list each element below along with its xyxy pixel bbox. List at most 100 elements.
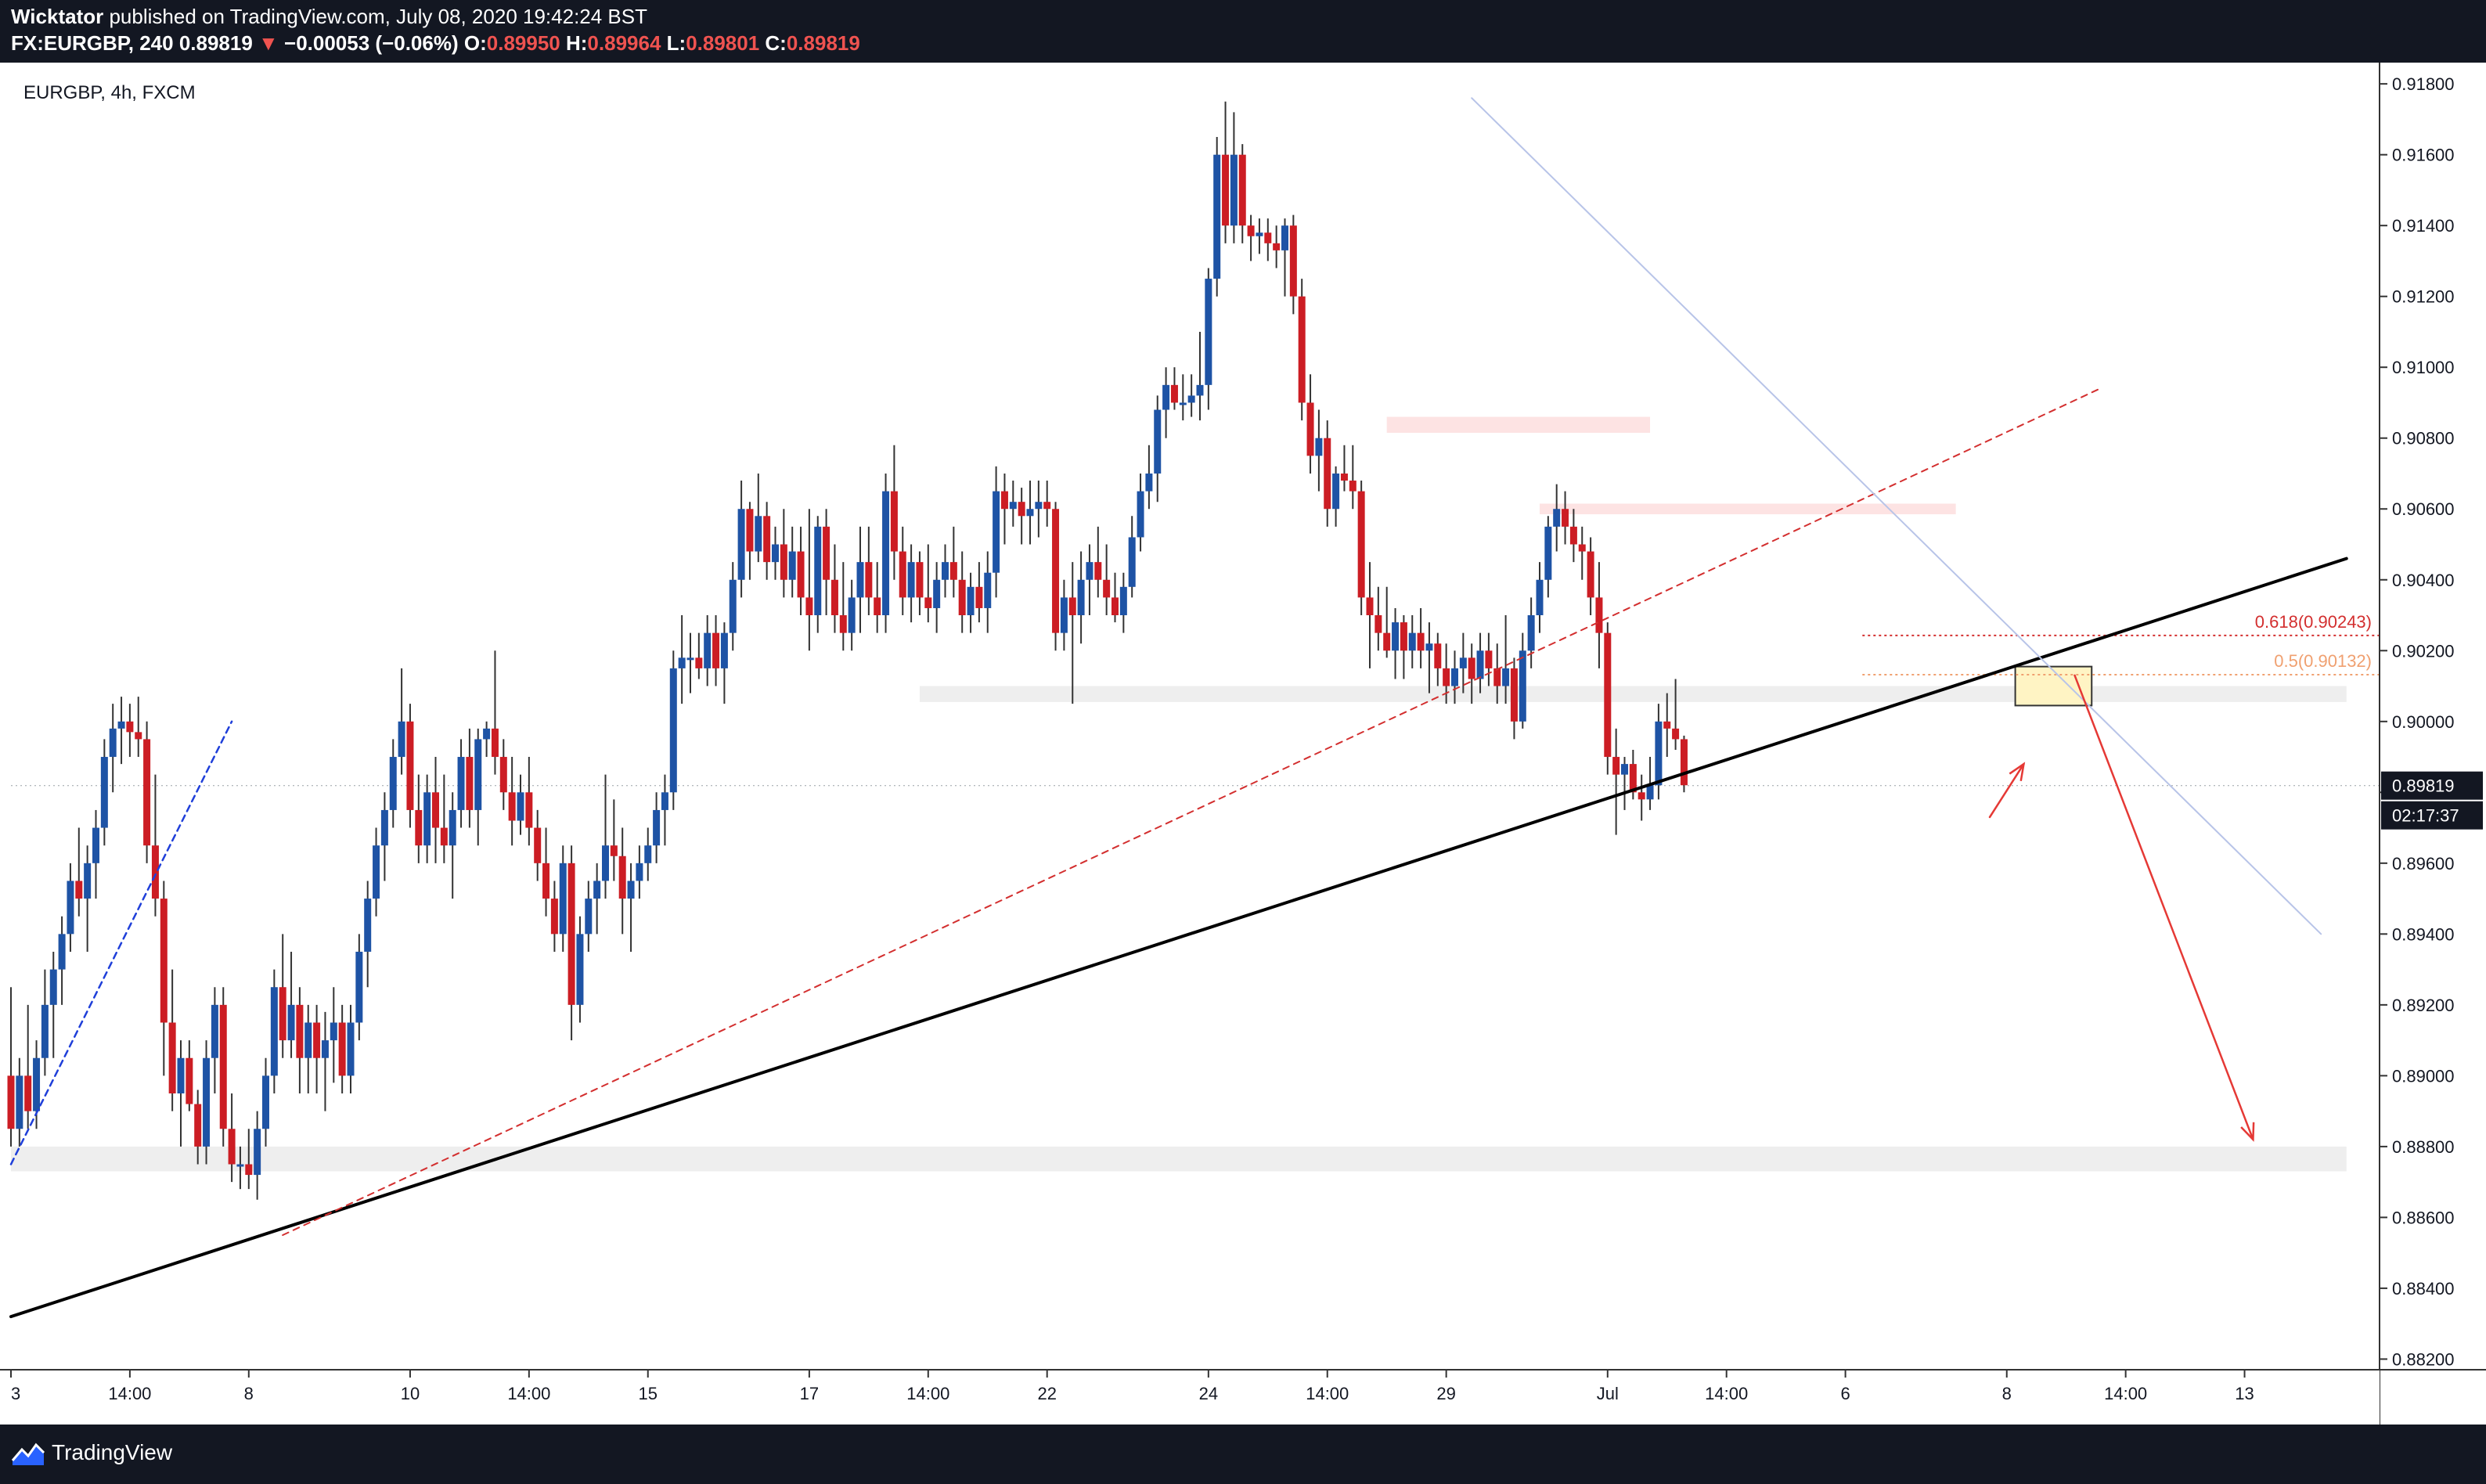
- candle-down: [916, 562, 924, 598]
- sr-zone: [1386, 416, 1651, 433]
- candle-up: [1187, 395, 1195, 403]
- candle-up: [1086, 562, 1093, 580]
- candle-down: [1638, 792, 1645, 800]
- candle-up: [576, 934, 584, 1005]
- high-value: 0.89964: [587, 31, 661, 55]
- candle-down: [1068, 597, 1076, 616]
- down-arrow-icon: ▼: [258, 31, 279, 55]
- trendline-dashed-red: [282, 387, 2102, 1237]
- x-tick-label: 14:00: [108, 1384, 151, 1403]
- last-price-label: 0.89819: [2392, 776, 2455, 796]
- candle-down: [186, 1057, 193, 1104]
- candle-down: [534, 827, 542, 863]
- candle-up: [737, 509, 745, 580]
- candle-down: [415, 809, 423, 846]
- y-tick-label: 0.88400: [2392, 1279, 2455, 1298]
- candle-down: [432, 792, 439, 828]
- x-tick-label: 22: [1037, 1384, 1056, 1403]
- candle-down: [1510, 668, 1518, 722]
- candle-up: [669, 668, 677, 793]
- candle-up: [1527, 615, 1535, 651]
- candle-up: [984, 572, 992, 608]
- candle-down: [1238, 154, 1246, 226]
- candle-up: [16, 1075, 23, 1129]
- candle-up: [1476, 650, 1484, 679]
- candle-down: [712, 632, 720, 668]
- candle-down: [874, 597, 881, 616]
- candle-up: [203, 1057, 211, 1147]
- chart-footer: TradingView: [0, 1425, 2486, 1484]
- tradingview-brand[interactable]: TradingView: [52, 1440, 173, 1464]
- candle-down: [695, 657, 703, 668]
- publish-date: published on TradingView.com, July 08, 2…: [109, 5, 647, 28]
- candle-down: [958, 579, 966, 616]
- candle-up: [1119, 586, 1127, 616]
- candle-up: [389, 757, 397, 810]
- candle-down: [499, 757, 507, 793]
- candle-up: [704, 632, 712, 668]
- candle-up: [49, 969, 57, 1005]
- candle-down: [1103, 579, 1111, 598]
- candle-up: [1128, 537, 1136, 587]
- candle-down: [508, 792, 516, 821]
- candle-up: [1256, 232, 1263, 236]
- candle-down: [567, 863, 575, 1005]
- candle-up: [449, 809, 456, 846]
- candle-down: [1094, 562, 1102, 580]
- candle-down: [830, 579, 838, 616]
- y-tick-label: 0.89200: [2392, 996, 2455, 1015]
- author-name[interactable]: Wicktator: [11, 5, 104, 28]
- candle-down: [143, 739, 151, 846]
- candle-down: [1289, 225, 1297, 297]
- fib-label: 0.5(0.90132): [2274, 651, 2372, 671]
- candle-up: [1392, 622, 1400, 651]
- arrow-head: [2009, 762, 2026, 781]
- candle-down: [746, 509, 754, 552]
- candle-down: [1434, 643, 1442, 668]
- x-tick-label: 6: [1840, 1384, 1850, 1403]
- chart-background: [0, 63, 2486, 1425]
- candle-up: [882, 491, 890, 616]
- candle-down: [610, 845, 618, 856]
- candle-down: [1052, 509, 1060, 633]
- candle-up: [1179, 402, 1187, 405]
- tradingview-logo-icon[interactable]: [11, 1440, 45, 1468]
- candle-down: [160, 899, 168, 1023]
- x-tick-label: 15: [639, 1384, 658, 1403]
- low-label: L:: [666, 31, 686, 55]
- candle-up: [636, 863, 643, 881]
- open-label: O:: [463, 31, 487, 55]
- close-label: C:: [765, 31, 787, 55]
- candle-up: [67, 881, 74, 935]
- candle-up: [1026, 509, 1034, 517]
- candle-up: [1077, 579, 1085, 616]
- candle-up: [602, 845, 609, 881]
- x-tick-label: 29: [1436, 1384, 1455, 1403]
- candle-up: [1137, 491, 1144, 538]
- candle-up: [92, 827, 99, 863]
- candle-down: [1443, 668, 1450, 686]
- candle-up: [423, 792, 431, 846]
- chart-area[interactable]: 0.618(0.90243) 0.5(0.90132) EURGBP, 4h, FX…: [0, 63, 2486, 1425]
- candle-down: [24, 1075, 32, 1111]
- candle-up: [287, 1004, 295, 1041]
- trendline-red-arrow: [2073, 674, 2254, 1141]
- candle-up: [33, 1057, 41, 1111]
- candlestick-chart[interactable]: 0.618(0.90243) 0.5(0.90132) EURGBP, 4h, FX…: [0, 63, 2486, 1425]
- candle-down: [1170, 384, 1178, 403]
- candle-up: [58, 934, 66, 970]
- candle-up: [109, 728, 117, 758]
- candle-down: [839, 615, 847, 633]
- x-tick-label: 8: [244, 1384, 254, 1403]
- candle-up: [100, 757, 108, 828]
- candle-up: [321, 1040, 329, 1058]
- candle-up: [661, 792, 668, 810]
- candle-up: [1621, 764, 1628, 775]
- time-axis: [0, 1370, 2380, 1425]
- candle-up: [1519, 650, 1526, 722]
- candle-down: [550, 899, 558, 935]
- candle-up: [686, 657, 694, 661]
- y-tick-label: 0.89000: [2392, 1066, 2455, 1086]
- x-tick-label: Jul: [1597, 1384, 1619, 1403]
- y-tick-label: 0.88600: [2392, 1208, 2455, 1227]
